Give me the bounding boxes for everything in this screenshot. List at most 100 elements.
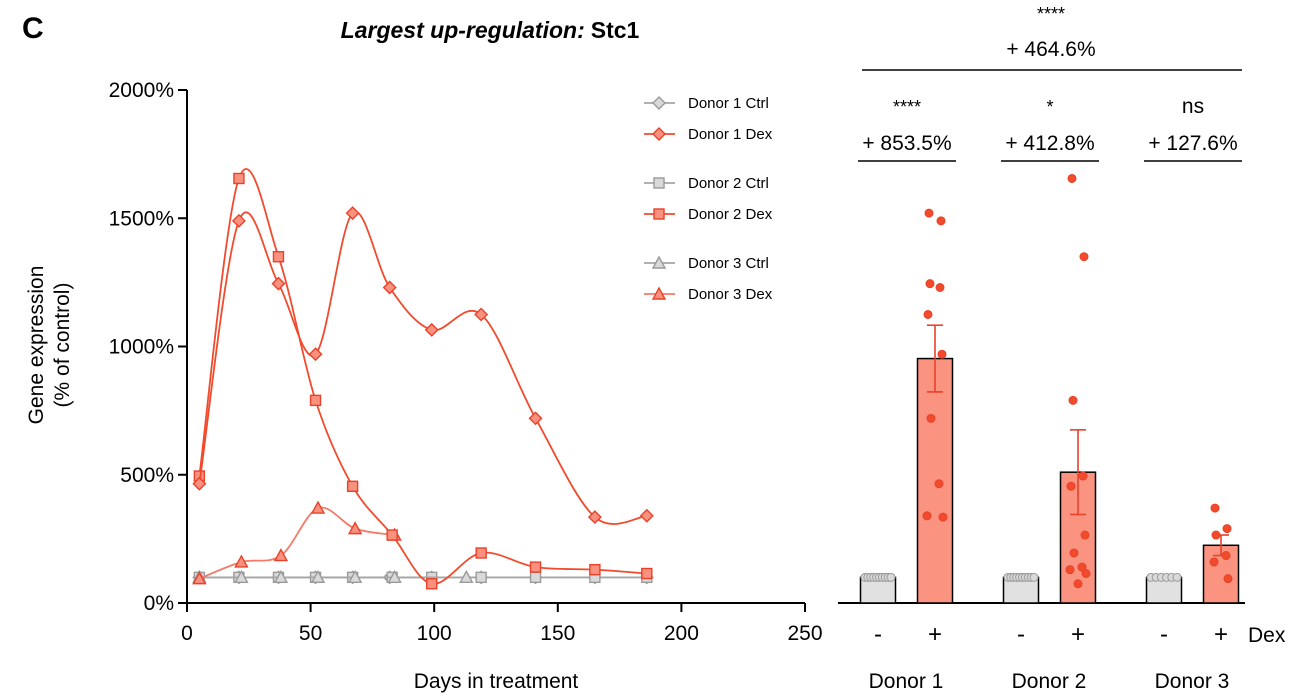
bar-data-point [936,216,946,226]
y-tick-label: 500% [120,464,174,487]
legend-label: Donor 3 Dex [688,286,773,303]
bar-data-point [886,572,896,582]
chart-title-italic: Largest up-regulation: [341,17,585,43]
bar-data-point [1078,471,1088,481]
significance-stars: ns [1182,95,1204,118]
data-point [231,213,246,228]
bar-data-point [1079,252,1089,262]
data-point [233,172,245,185]
data-point [529,571,542,584]
y-axis-label-line1: Gene expression [25,266,48,425]
data-point [474,307,489,322]
series-line [198,211,647,525]
legend-item: Donor 2 Dex [644,206,773,223]
data-point [386,529,398,541]
bar-data-point [1172,572,1182,582]
bar-plot: - + - + - + Dex Donor 1 Donor 2 Donor 3 **** + 853.… [838,4,1286,693]
data-point [589,563,601,576]
y-tick-label: 2000% [109,79,174,102]
bar-data-point [1210,503,1220,513]
bar-donor-1-dex [916,208,954,604]
donor-label: Donor 1 [869,670,944,693]
series-donor-1-dex [192,206,654,525]
data-point [234,569,249,584]
bar-donor-1-ctrl [859,572,897,604]
y-tick-label: 1500% [109,207,174,230]
treatment-tick-label: + [1071,621,1085,648]
data-point [424,322,439,337]
overall-percent-change-label: + 464.6% [1006,38,1095,61]
percent-change-label: + 412.8% [1005,132,1094,155]
x-tick-label: 100 [417,622,452,645]
x-tick-label: 0 [181,622,193,645]
legend-marker [653,177,665,189]
percent-change-label: + 853.5% [862,132,951,155]
bar-data-point [934,479,944,489]
bar-data-point [1069,548,1079,558]
line-plot: 0% 500% 1000% 1500% 2000% 0 50 100 150 200 250 [109,79,823,645]
data-point [426,578,438,590]
significance-stars: * [1046,97,1053,117]
data-point [382,280,397,295]
donor-label: Donor 3 [1155,670,1230,693]
bar-data-point [1067,173,1077,183]
data-point [346,480,359,492]
data-point [475,571,487,584]
bar-data-point [1211,530,1221,540]
bar-data-point [935,283,945,293]
bar-data-point [922,511,932,521]
bar-data-point [1077,562,1087,572]
treatment-tick-label: - [1160,621,1168,648]
y-tick-label: 0% [144,592,174,615]
panel-label: C [22,12,44,45]
legend-label: Donor 2 Dex [688,206,773,223]
legend-label: Donor 1 Dex [688,126,773,143]
y-axis-label: Gene expression (% of control) [25,266,74,425]
bar-data-point [925,279,935,289]
bar [916,357,954,604]
data-point [273,569,289,584]
legend: Donor 1 Ctrl Donor 1 Dex Donor 2 Ctrl Donor… [644,95,773,303]
legend-marker [651,255,667,269]
treatment-label: Dex [1248,624,1286,647]
y-axis-label-line2: (% of control) [51,283,74,408]
bar-data-point [1066,481,1076,491]
chart-title-gene: Stc1 [591,17,640,43]
bar-data-point [1068,395,1078,405]
data-point [528,411,543,426]
data-point [310,569,326,584]
data-point [273,548,289,562]
bar-data-point [937,349,947,359]
x-tick-label: 200 [664,622,699,645]
bar-data-point [1065,565,1075,575]
legend-marker [653,208,665,220]
bar-data-point [1221,551,1231,561]
bar-donor-3-dex [1202,503,1240,604]
data-point [234,554,249,568]
bar-data-point [1073,579,1083,589]
legend-item: Donor 3 Ctrl [644,255,769,272]
overall-significance-stars: **** [1037,4,1065,24]
data-point [345,206,360,221]
data-point [459,569,474,584]
data-point [387,569,402,584]
treatment-tick-label: - [1017,621,1025,648]
x-tick-label: 50 [299,622,322,645]
bar-data-point [923,309,933,319]
data-point [641,567,653,580]
bar-data-point [1222,524,1232,534]
bar-data-point [926,413,936,423]
data-point [347,521,363,535]
legend-item: Donor 2 Ctrl [644,175,769,192]
treatment-tick-label: - [874,621,882,648]
data-point [192,476,207,491]
x-tick-label: 150 [540,622,575,645]
data-point [587,510,602,525]
bar-data-point [1223,574,1233,584]
chart-title: Largest up-regulation: Stc1 [341,17,640,43]
data-point [310,500,326,514]
legend-marker [651,286,667,300]
legend-label: Donor 2 Ctrl [688,175,769,192]
percent-change-label: + 127.6% [1148,132,1237,155]
